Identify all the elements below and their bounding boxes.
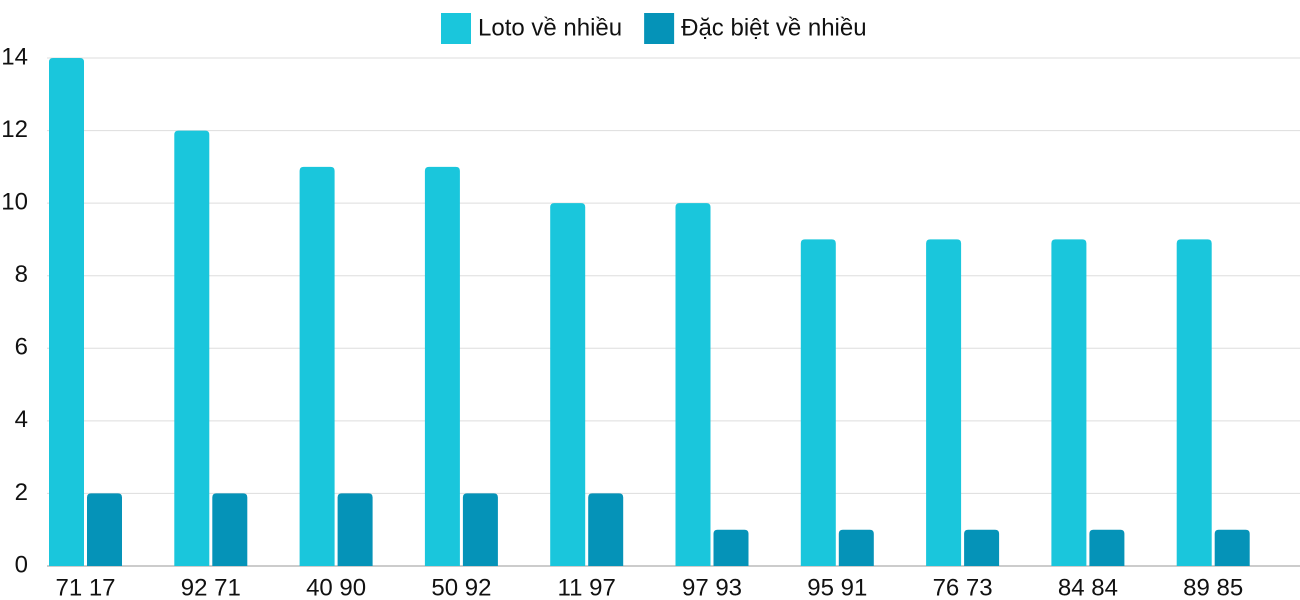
- bar: [926, 239, 962, 566]
- y-tick-label: 10: [1, 188, 28, 215]
- x-tick-label: 92 71: [181, 574, 241, 600]
- x-tick-label: 11 97: [558, 574, 616, 600]
- x-tick-label: 89 85: [1183, 574, 1243, 600]
- bar: [1089, 529, 1125, 566]
- x-tick-label: 40 90: [306, 574, 366, 600]
- y-tick-label: 6: [15, 334, 28, 361]
- bar: [49, 58, 84, 566]
- bar: [299, 166, 335, 566]
- bar: [838, 529, 874, 566]
- bar: [713, 529, 749, 566]
- legend-label: Loto về nhiều: [478, 14, 622, 41]
- bar: [1214, 529, 1250, 566]
- x-tick-label: 71 17: [55, 574, 115, 600]
- y-tick-label: 0: [15, 551, 28, 578]
- x-tick-label: 97 93: [682, 574, 742, 600]
- bar: [588, 493, 624, 566]
- bar: [462, 493, 498, 566]
- legend-label: Đặc biệt về nhiều: [681, 14, 866, 41]
- bar: [964, 529, 1000, 566]
- bar: [800, 239, 836, 566]
- y-tick-label: 8: [15, 261, 28, 288]
- y-tick-label: 4: [15, 406, 28, 433]
- bar: [675, 203, 711, 566]
- x-tick-label: 50 92: [431, 574, 491, 600]
- y-tick-label: 14: [1, 43, 28, 70]
- legend-swatch: [644, 13, 675, 44]
- legend-swatch: [441, 13, 471, 44]
- x-tick-label: 95 91: [807, 574, 867, 600]
- y-tick-label: 12: [1, 116, 28, 143]
- bar: [337, 493, 373, 566]
- x-tick-label: 84 84: [1058, 574, 1118, 600]
- bar: [212, 493, 248, 566]
- x-tick-label: 76 73: [933, 574, 993, 600]
- bar: [87, 493, 122, 566]
- bar: [174, 130, 210, 567]
- bar: [424, 166, 460, 566]
- bar: [550, 203, 586, 566]
- bar: [1051, 239, 1087, 566]
- bar: [1176, 239, 1212, 566]
- y-tick-label: 2: [15, 479, 28, 506]
